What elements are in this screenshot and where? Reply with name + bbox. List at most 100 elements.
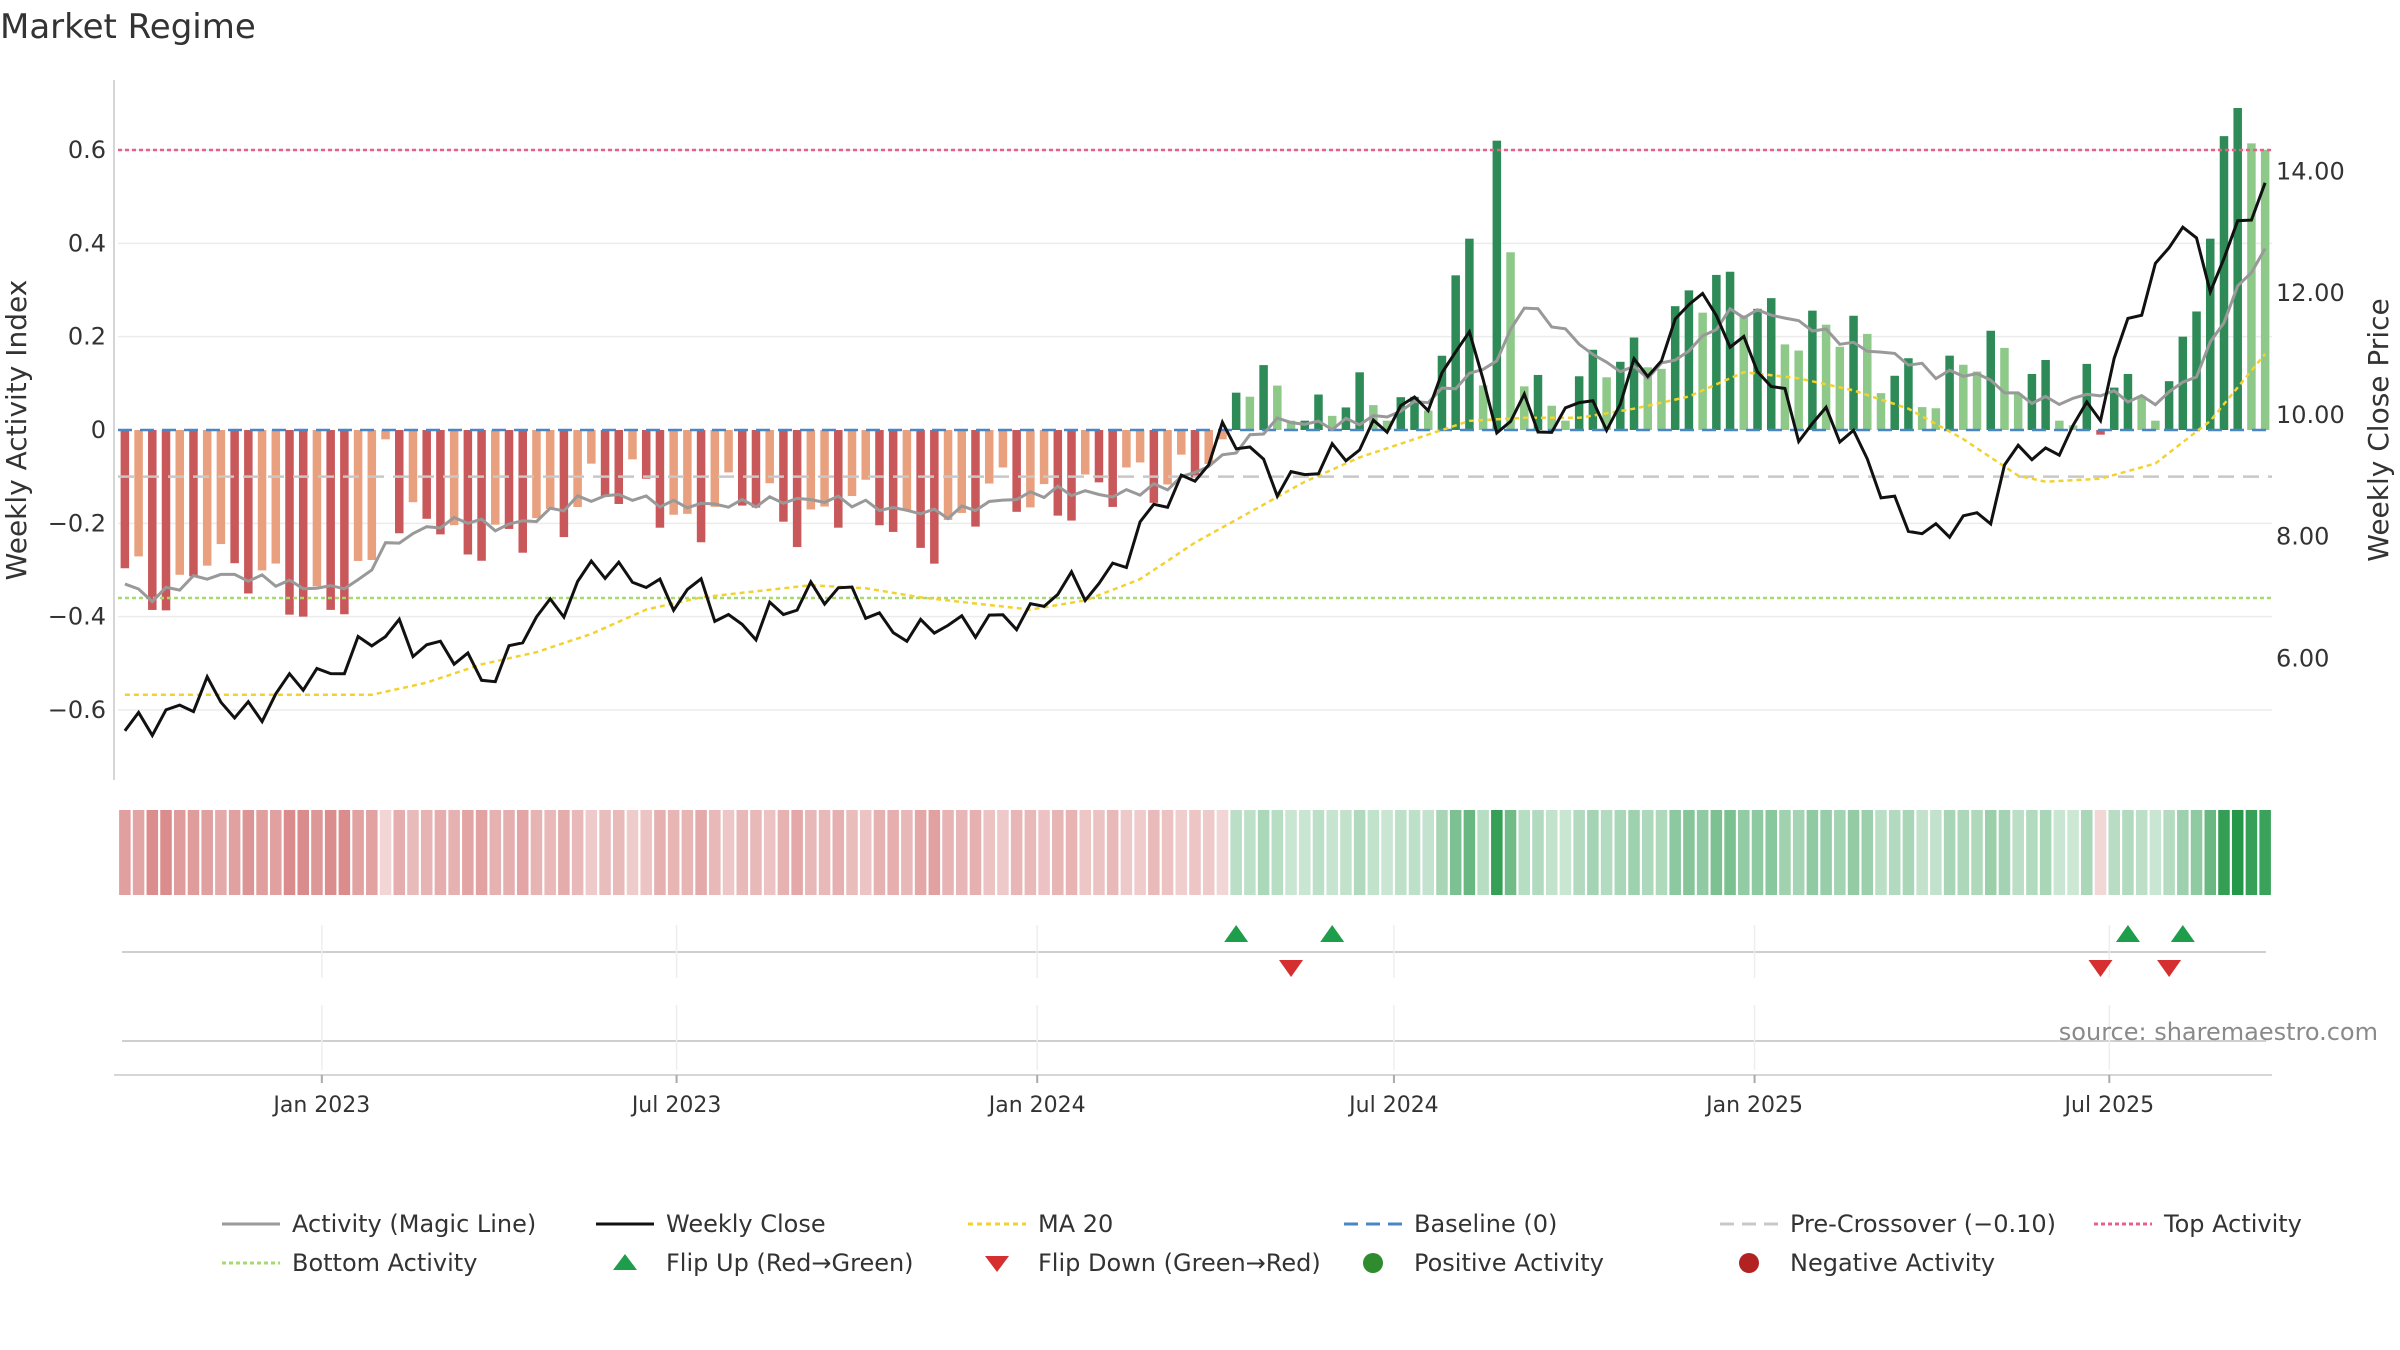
activity-bar xyxy=(1849,315,1858,430)
x-tick-label: Jul 2023 xyxy=(630,1093,722,1118)
regime-strip-cell xyxy=(173,810,186,895)
regime-strip-cell xyxy=(1148,810,1160,895)
activity-bar xyxy=(1135,430,1145,463)
regime-strip-cell xyxy=(516,810,529,895)
activity-bar xyxy=(1355,372,1364,430)
regime-strip-cell xyxy=(1052,810,1064,895)
right-tick-label: 6.00 xyxy=(2276,644,2329,672)
x-tick-label: Jan 2025 xyxy=(1704,1093,1803,1118)
regime-strip-cell xyxy=(201,810,213,895)
activity-bar xyxy=(1369,405,1378,430)
regime-strip-cell xyxy=(1875,810,1887,895)
activity-bar xyxy=(326,430,335,610)
activity-bar xyxy=(971,430,980,527)
regime-strip-cell xyxy=(983,810,995,895)
regime-strip-cell xyxy=(791,810,803,895)
regime-strip-cell xyxy=(1724,810,1736,895)
flip-up-marker xyxy=(2115,925,2140,942)
left-tick-label: −0.6 xyxy=(48,696,106,724)
regime-strip-cell xyxy=(462,810,474,895)
regime-strip-cell xyxy=(914,810,927,895)
regime-strip-cell xyxy=(1175,810,1188,895)
regime-strip-cell xyxy=(1655,810,1668,895)
activity-bar xyxy=(1643,367,1653,430)
flip-up-marker xyxy=(2170,925,2195,942)
activity-bar xyxy=(1931,408,1941,430)
regime-strip-cell xyxy=(256,810,268,895)
activity-bar xyxy=(1437,355,1447,430)
activity-bar xyxy=(2219,136,2229,430)
legend-label: Negative Activity xyxy=(1790,1249,1995,1277)
regime-strip-cell xyxy=(407,810,419,895)
left-tick-label: 0.6 xyxy=(68,136,106,164)
activity-bar xyxy=(1945,355,1954,430)
regime-strip-cell xyxy=(146,810,159,895)
regime-strip-cell xyxy=(2190,810,2203,895)
regime-strip-cell xyxy=(928,810,941,895)
activity-bar xyxy=(710,430,720,507)
activity-bar xyxy=(353,430,363,561)
activity-bar xyxy=(1670,306,1680,430)
activity-bar xyxy=(1053,430,1063,516)
regime-strip-cell xyxy=(1957,810,1970,895)
activity-bar xyxy=(1766,298,1776,430)
activity-bar xyxy=(916,430,925,548)
left-tick-label: 0.4 xyxy=(68,229,106,257)
activity-bar xyxy=(1533,374,1543,430)
regime-strip-cell xyxy=(2108,810,2120,895)
regime-strip-cell xyxy=(599,810,611,895)
activity-bar xyxy=(2055,420,2064,430)
regime-strip-cell xyxy=(1106,810,1119,895)
regime-strip-cell xyxy=(805,810,817,895)
activity-bar xyxy=(1245,396,1255,430)
flip-down-marker xyxy=(2088,960,2113,977)
regime-strip-cell xyxy=(640,810,652,895)
regime-strip-cell xyxy=(1161,810,1174,895)
regime-strip-cell xyxy=(2039,810,2052,895)
legend-swatch xyxy=(613,1254,637,1270)
regime-strip-cell xyxy=(1395,810,1407,895)
regime-strip-cell xyxy=(997,810,1009,895)
right-axis-label: Weekly Close Price xyxy=(2362,298,2395,561)
activity-bar xyxy=(1080,430,1090,475)
activity-bar xyxy=(422,430,431,519)
legend-swatch xyxy=(1739,1253,1759,1273)
regime-strip-cell xyxy=(1436,810,1448,895)
regime-strip-cell xyxy=(1902,810,1915,895)
activity-bar xyxy=(2000,347,2009,430)
regime-strip-cell xyxy=(873,810,886,895)
magic-line-series xyxy=(124,247,2267,604)
regime-strip-cell xyxy=(1024,810,1037,895)
activity-bar xyxy=(957,430,967,513)
regime-strip-cell xyxy=(132,810,145,895)
activity-bar xyxy=(1259,365,1268,430)
activity-bar xyxy=(1561,420,1570,430)
regime-strip-cell xyxy=(2259,810,2271,895)
regime-strip-cell xyxy=(1367,810,1380,895)
activity-bar xyxy=(148,430,157,610)
activity-bar xyxy=(367,430,377,560)
activity-bar xyxy=(1506,252,1515,430)
activity-bar xyxy=(751,430,761,508)
regime-strip-cell xyxy=(1504,810,1517,895)
right-tick-label: 14.00 xyxy=(2276,157,2345,185)
activity-bar xyxy=(792,430,802,548)
activity-bar xyxy=(1190,430,1200,478)
regime-strip-cell xyxy=(667,810,680,895)
activity-bar xyxy=(559,430,569,538)
regime-strip-cell xyxy=(956,810,968,895)
activity-bar xyxy=(628,430,637,460)
source-credit: source: sharemaestro.com xyxy=(2059,1018,2378,1046)
activity-bar xyxy=(1602,377,1611,430)
regime-strip-cell xyxy=(736,810,749,895)
activity-bar xyxy=(765,430,774,484)
activity-bar xyxy=(614,430,624,504)
regime-strip-cell xyxy=(1134,810,1146,895)
regime-strip-cell xyxy=(544,810,556,895)
activity-bar xyxy=(1218,430,1227,440)
regime-strip-cell xyxy=(1216,810,1229,895)
activity-bar xyxy=(285,430,294,615)
regime-strip-cell xyxy=(887,810,899,895)
activity-bar xyxy=(998,430,1008,468)
activity-bar xyxy=(271,430,281,564)
